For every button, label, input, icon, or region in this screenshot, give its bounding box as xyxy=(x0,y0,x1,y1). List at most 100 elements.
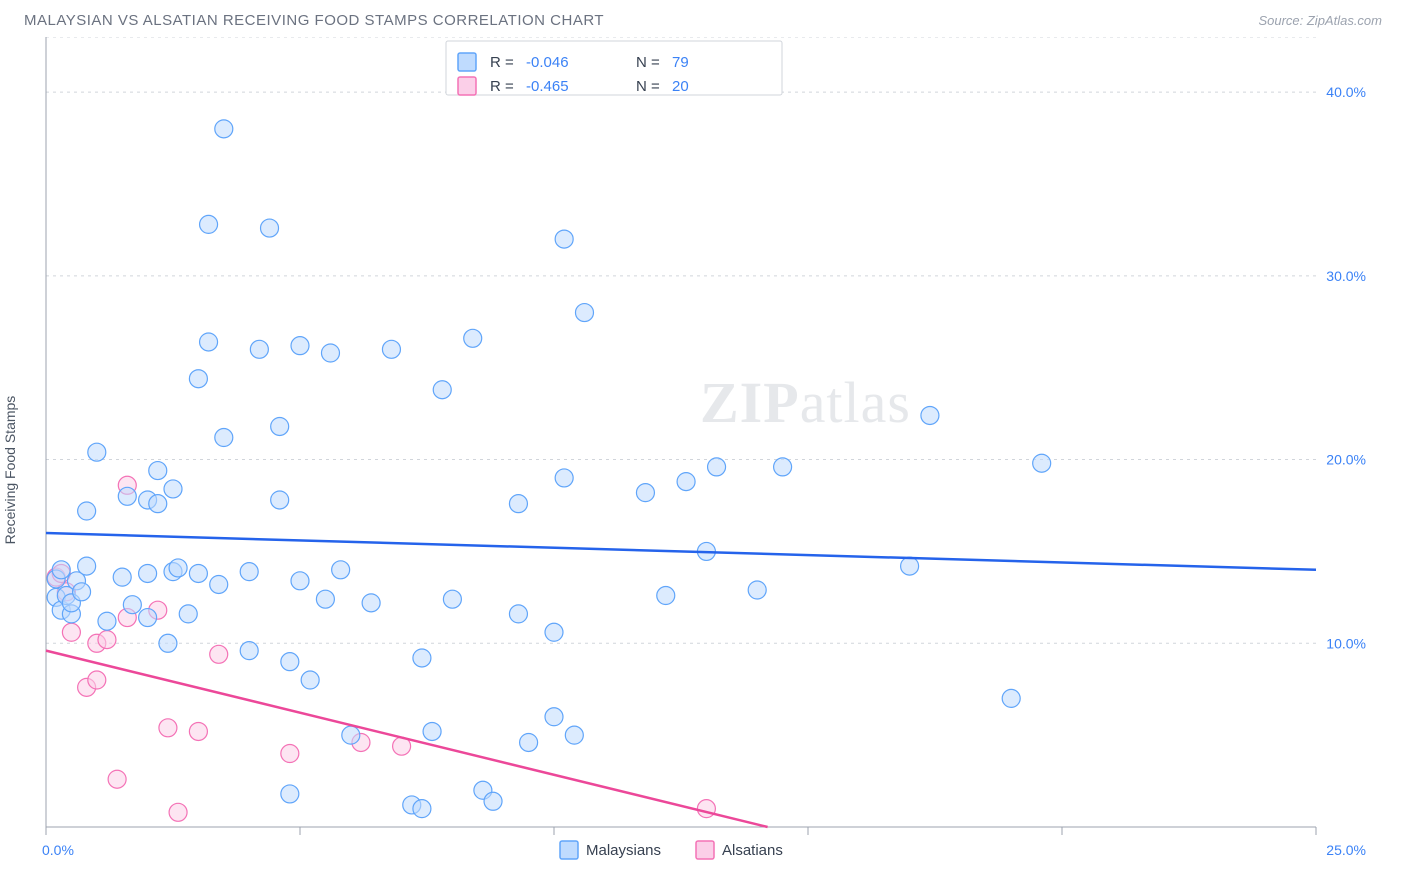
data-point xyxy=(169,559,187,577)
y-tick-label: 30.0% xyxy=(1326,268,1366,284)
legend-n-label: N = xyxy=(636,54,660,71)
chart-header: MALAYSIAN VS ALSATIAN RECEIVING FOOD STA… xyxy=(0,0,1406,37)
data-point xyxy=(565,726,583,744)
data-point xyxy=(62,623,80,641)
data-point xyxy=(189,722,207,740)
data-point xyxy=(200,333,218,351)
data-point xyxy=(200,215,218,233)
data-point xyxy=(433,381,451,399)
legend-r-value: -0.046 xyxy=(526,54,569,71)
data-point xyxy=(88,671,106,689)
data-point xyxy=(164,480,182,498)
data-point xyxy=(555,469,573,487)
data-point xyxy=(159,634,177,652)
data-point xyxy=(362,594,380,612)
data-point xyxy=(179,605,197,623)
data-point xyxy=(697,800,715,818)
chart-source: Source: ZipAtlas.com xyxy=(1258,13,1382,28)
data-point xyxy=(413,800,431,818)
legend-swatch xyxy=(696,841,714,859)
data-point xyxy=(545,708,563,726)
data-point xyxy=(215,429,233,447)
data-point xyxy=(1002,689,1020,707)
data-point xyxy=(575,304,593,322)
data-point xyxy=(321,344,339,362)
data-point xyxy=(169,803,187,821)
data-point xyxy=(250,340,268,358)
y-tick-label: 10.0% xyxy=(1326,635,1366,651)
legend-swatch xyxy=(458,77,476,95)
data-point xyxy=(901,557,919,575)
data-point xyxy=(271,417,289,435)
data-point xyxy=(301,671,319,689)
data-point xyxy=(677,473,695,491)
x-tick-label: 0.0% xyxy=(42,842,74,858)
x-tick-label: 25.0% xyxy=(1326,842,1366,858)
data-point xyxy=(149,462,167,480)
data-point xyxy=(413,649,431,667)
data-point xyxy=(281,745,299,763)
chart-title: MALAYSIAN VS ALSATIAN RECEIVING FOOD STA… xyxy=(24,12,604,29)
data-point xyxy=(748,581,766,599)
trend-line xyxy=(46,533,1316,570)
y-tick-label: 20.0% xyxy=(1326,452,1366,468)
data-point xyxy=(545,623,563,641)
data-point xyxy=(118,487,136,505)
data-point xyxy=(98,631,116,649)
data-point xyxy=(484,792,502,810)
watermark: ZIPatlas xyxy=(700,370,911,435)
scatter-chart: 0.0% 25.0% 10.0% 20.0% 30.0% 40.0% ZIPatlas R =… xyxy=(0,37,1380,867)
y-axis-label: Receiving Food Stamps xyxy=(2,396,18,545)
data-point xyxy=(509,605,527,623)
data-point xyxy=(149,495,167,513)
legend-series-label: Alsatians xyxy=(722,842,783,859)
data-point xyxy=(88,443,106,461)
data-point xyxy=(108,770,126,788)
data-point xyxy=(159,719,177,737)
data-point xyxy=(139,564,157,582)
data-point xyxy=(636,484,654,502)
legend-swatch xyxy=(458,53,476,71)
data-point xyxy=(708,458,726,476)
data-point xyxy=(774,458,792,476)
data-point xyxy=(520,733,538,751)
data-point xyxy=(342,726,360,744)
data-point xyxy=(291,337,309,355)
legend-r-value: -0.465 xyxy=(526,78,569,95)
data-point xyxy=(215,120,233,138)
chart-container: Receiving Food Stamps 0.0% 25.0% 10.0% 20.0… xyxy=(0,37,1406,887)
data-point xyxy=(921,406,939,424)
data-point xyxy=(113,568,131,586)
legend-n-value: 79 xyxy=(672,54,689,71)
data-point xyxy=(261,219,279,237)
legend-swatch xyxy=(560,841,578,859)
legend-n-value: 20 xyxy=(672,78,689,95)
data-point xyxy=(52,561,70,579)
data-point xyxy=(316,590,334,608)
data-point xyxy=(189,370,207,388)
data-point xyxy=(509,495,527,513)
data-point xyxy=(271,491,289,509)
data-point xyxy=(210,575,228,593)
data-point xyxy=(281,653,299,671)
data-point xyxy=(139,609,157,627)
data-point xyxy=(555,230,573,248)
data-point xyxy=(1033,454,1051,472)
data-point xyxy=(423,722,441,740)
data-point xyxy=(78,502,96,520)
data-point xyxy=(78,557,96,575)
data-point xyxy=(98,612,116,630)
legend-r-label: R = xyxy=(490,78,514,95)
legend-r-label: R = xyxy=(490,54,514,71)
legend-series-label: Malaysians xyxy=(586,842,661,859)
data-point xyxy=(443,590,461,608)
data-point xyxy=(291,572,309,590)
data-point xyxy=(382,340,400,358)
data-point xyxy=(332,561,350,579)
data-point xyxy=(210,645,228,663)
data-point xyxy=(189,564,207,582)
data-point xyxy=(281,785,299,803)
legend-n-label: N = xyxy=(636,78,660,95)
data-point xyxy=(123,596,141,614)
y-tick-label: 40.0% xyxy=(1326,84,1366,100)
